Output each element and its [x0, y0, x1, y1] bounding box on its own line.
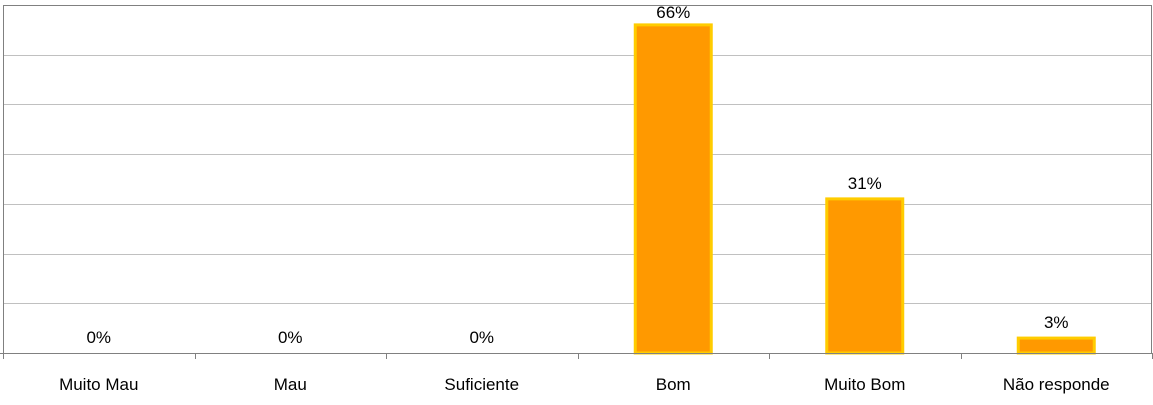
category-label: Muito Bom — [824, 375, 905, 394]
value-label: 3% — [1044, 313, 1069, 332]
category-label: Muito Mau — [59, 375, 138, 394]
category-label: Suficiente — [444, 375, 519, 394]
value-label: 0% — [469, 328, 494, 347]
value-label: 0% — [86, 328, 111, 347]
value-labels: 0% 0% 0% 66% 31% 3% — [86, 3, 1068, 347]
plot-frame — [3, 5, 1152, 354]
bar — [825, 197, 905, 355]
gridlines — [3, 5, 1152, 304]
category-label: Não responde — [1003, 375, 1110, 394]
category-label: Bom — [656, 375, 691, 394]
category-labels: Muito Mau Mau Suficiente Bom Muito Bom Não re… — [59, 375, 1110, 394]
value-label: 31% — [848, 174, 882, 193]
value-label: 66% — [656, 3, 690, 22]
category-label: Mau — [274, 375, 307, 394]
bar — [633, 23, 713, 355]
value-label: 0% — [278, 328, 303, 347]
bar — [1016, 336, 1096, 355]
